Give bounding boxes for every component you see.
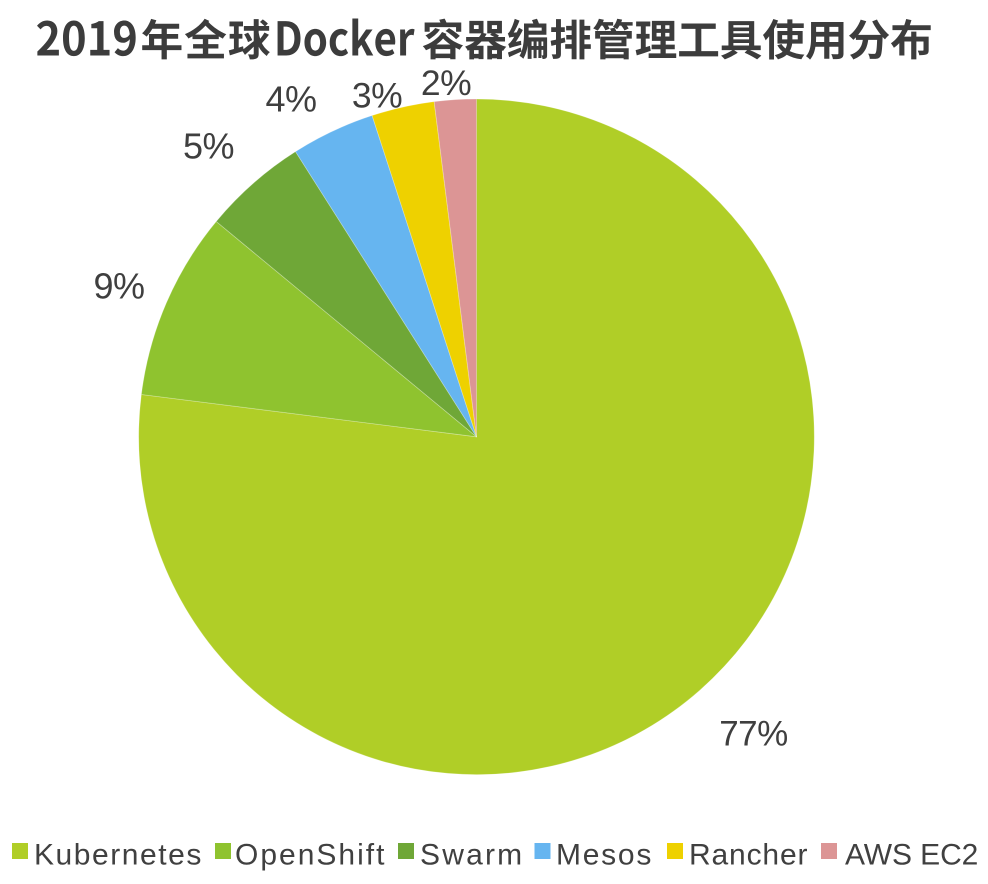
svg-text:Kubernetes: Kubernetes [34, 839, 203, 872]
svg-text:Swarm: Swarm [420, 839, 524, 872]
svg-text:AWS EC2: AWS EC2 [845, 839, 978, 872]
svg-text:OpenShift: OpenShift [235, 839, 386, 872]
svg-text:3%: 3% [352, 76, 402, 116]
svg-text:Rancher: Rancher [689, 839, 808, 872]
svg-text:5%: 5% [183, 126, 234, 167]
svg-text:Mesos: Mesos [556, 839, 653, 872]
svg-text:9%: 9% [93, 266, 144, 307]
svg-text:77%: 77% [719, 715, 788, 754]
svg-text:2%: 2% [421, 63, 471, 103]
svg-text:4%: 4% [265, 79, 316, 120]
